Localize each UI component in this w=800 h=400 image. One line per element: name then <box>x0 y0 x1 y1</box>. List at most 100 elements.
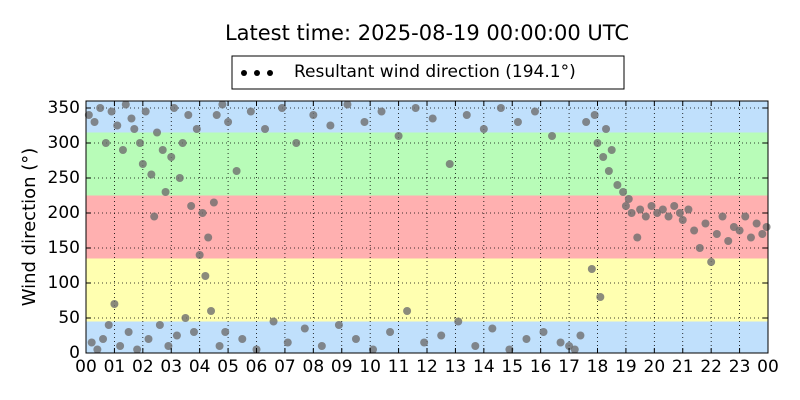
point <box>170 104 179 112</box>
axes: 0 50 100 150 200 250 300 350 00 01 02 03 04 05 06 07 08 0… <box>48 98 779 377</box>
point <box>113 121 122 130</box>
point <box>221 328 230 336</box>
point <box>678 216 687 224</box>
point <box>133 345 142 354</box>
point <box>283 338 292 347</box>
point <box>96 104 105 112</box>
point <box>471 342 480 350</box>
point <box>175 174 184 182</box>
point <box>269 317 278 326</box>
point <box>178 139 187 147</box>
point <box>762 223 771 231</box>
point <box>195 251 204 259</box>
legend-marker <box>267 70 273 76</box>
x-tick-label: 08 <box>303 357 325 377</box>
points <box>84 100 771 354</box>
point <box>420 338 429 347</box>
x-tick-label: 18 <box>587 357 609 377</box>
point <box>746 233 755 242</box>
point <box>619 188 628 196</box>
x-tick-label: 11 <box>388 357 410 377</box>
point <box>127 114 136 123</box>
point <box>104 321 113 329</box>
point <box>150 212 159 221</box>
x-tick-label: 09 <box>331 357 353 377</box>
y-tick-label: 350 <box>48 98 80 118</box>
chart-title: Latest time: 2025-08-19 00:00:00 UTC <box>225 21 629 45</box>
point <box>454 317 463 326</box>
x-tick-label: 10 <box>359 357 381 377</box>
point <box>445 160 454 168</box>
y-tick-label: 300 <box>48 133 80 153</box>
x-tick-label: 02 <box>132 357 154 377</box>
point <box>636 205 645 214</box>
point <box>192 125 201 133</box>
point <box>724 237 733 245</box>
point <box>548 132 557 140</box>
x-tick-label: 13 <box>445 357 467 377</box>
x-tick-label: 01 <box>104 357 126 377</box>
point <box>437 331 446 340</box>
y-axis-label: Wind direction (°) <box>19 148 40 307</box>
point <box>479 125 488 133</box>
point <box>627 209 636 217</box>
point <box>613 181 622 189</box>
point <box>369 345 378 354</box>
point <box>124 328 133 336</box>
point <box>607 146 616 154</box>
x-tick-label: 15 <box>501 357 523 377</box>
x-tick-label: 07 <box>274 357 296 377</box>
point <box>496 104 505 112</box>
point <box>130 125 139 133</box>
point <box>153 128 162 137</box>
point <box>215 342 224 350</box>
point <box>752 219 761 228</box>
point <box>596 293 605 301</box>
point <box>582 118 591 126</box>
point <box>522 335 531 343</box>
legend-label: Resultant wind direction (194.1°) <box>294 62 576 82</box>
point <box>513 118 522 126</box>
point <box>621 202 630 210</box>
point <box>209 198 218 207</box>
point <box>590 111 599 119</box>
point <box>164 342 173 350</box>
x-tick-label: 16 <box>530 357 552 377</box>
point <box>641 212 650 221</box>
point <box>110 300 119 308</box>
x-tick-label: 22 <box>700 357 722 377</box>
point <box>343 100 352 109</box>
x-tick-label: 14 <box>473 357 495 377</box>
point <box>187 202 196 210</box>
point <box>138 160 147 168</box>
point <box>758 230 767 238</box>
point <box>602 125 611 133</box>
y-tick-label: 100 <box>48 273 80 293</box>
plot-frame <box>85 100 769 354</box>
point <box>116 342 125 350</box>
point <box>411 104 420 112</box>
point <box>593 139 602 147</box>
point <box>144 335 153 343</box>
point <box>684 205 693 214</box>
point <box>326 121 335 130</box>
point <box>207 307 216 315</box>
y-tick-label: 200 <box>48 203 80 223</box>
point <box>172 331 181 340</box>
point <box>161 188 170 196</box>
point <box>670 202 679 210</box>
legend-box <box>231 55 625 90</box>
point <box>99 335 108 343</box>
x-tick-label: 03 <box>160 357 182 377</box>
point <box>675 209 684 217</box>
point <box>184 111 193 119</box>
point <box>695 244 704 252</box>
legend-marker <box>241 70 247 76</box>
point <box>539 328 548 336</box>
point <box>317 342 326 350</box>
x-tick-label: 05 <box>217 357 239 377</box>
point <box>90 118 99 126</box>
x-tick-label: 19 <box>615 357 637 377</box>
point <box>570 345 579 354</box>
point <box>712 230 721 238</box>
